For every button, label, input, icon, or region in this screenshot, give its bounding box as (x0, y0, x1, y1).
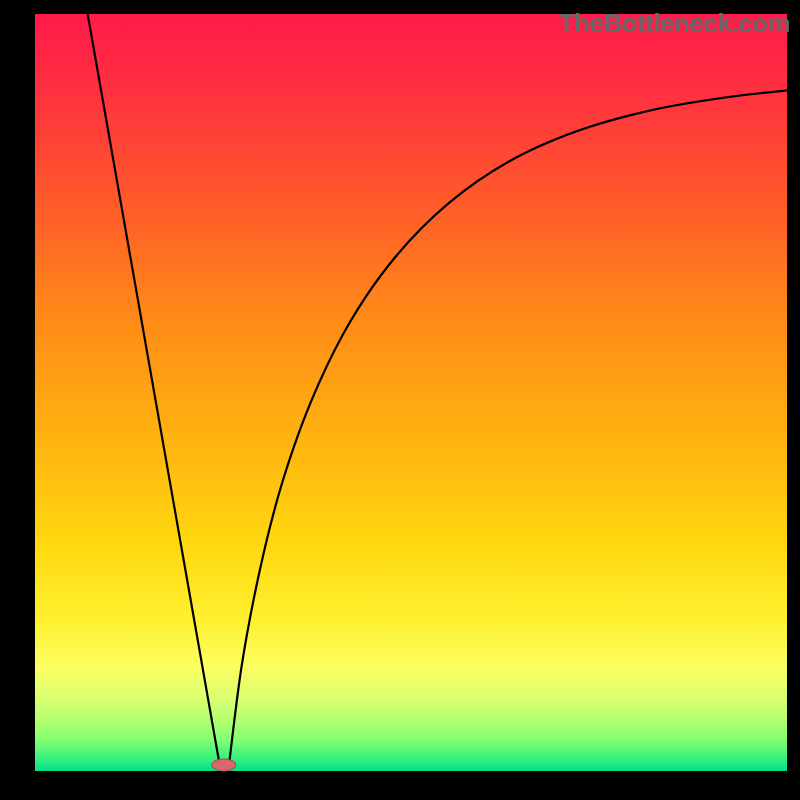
minimum-marker (212, 759, 236, 771)
chart-container: TheBottleneck.com (0, 0, 800, 800)
plot-background (35, 14, 787, 771)
chart-svg (0, 0, 800, 800)
watermark-text: TheBottleneck.com (559, 8, 790, 39)
